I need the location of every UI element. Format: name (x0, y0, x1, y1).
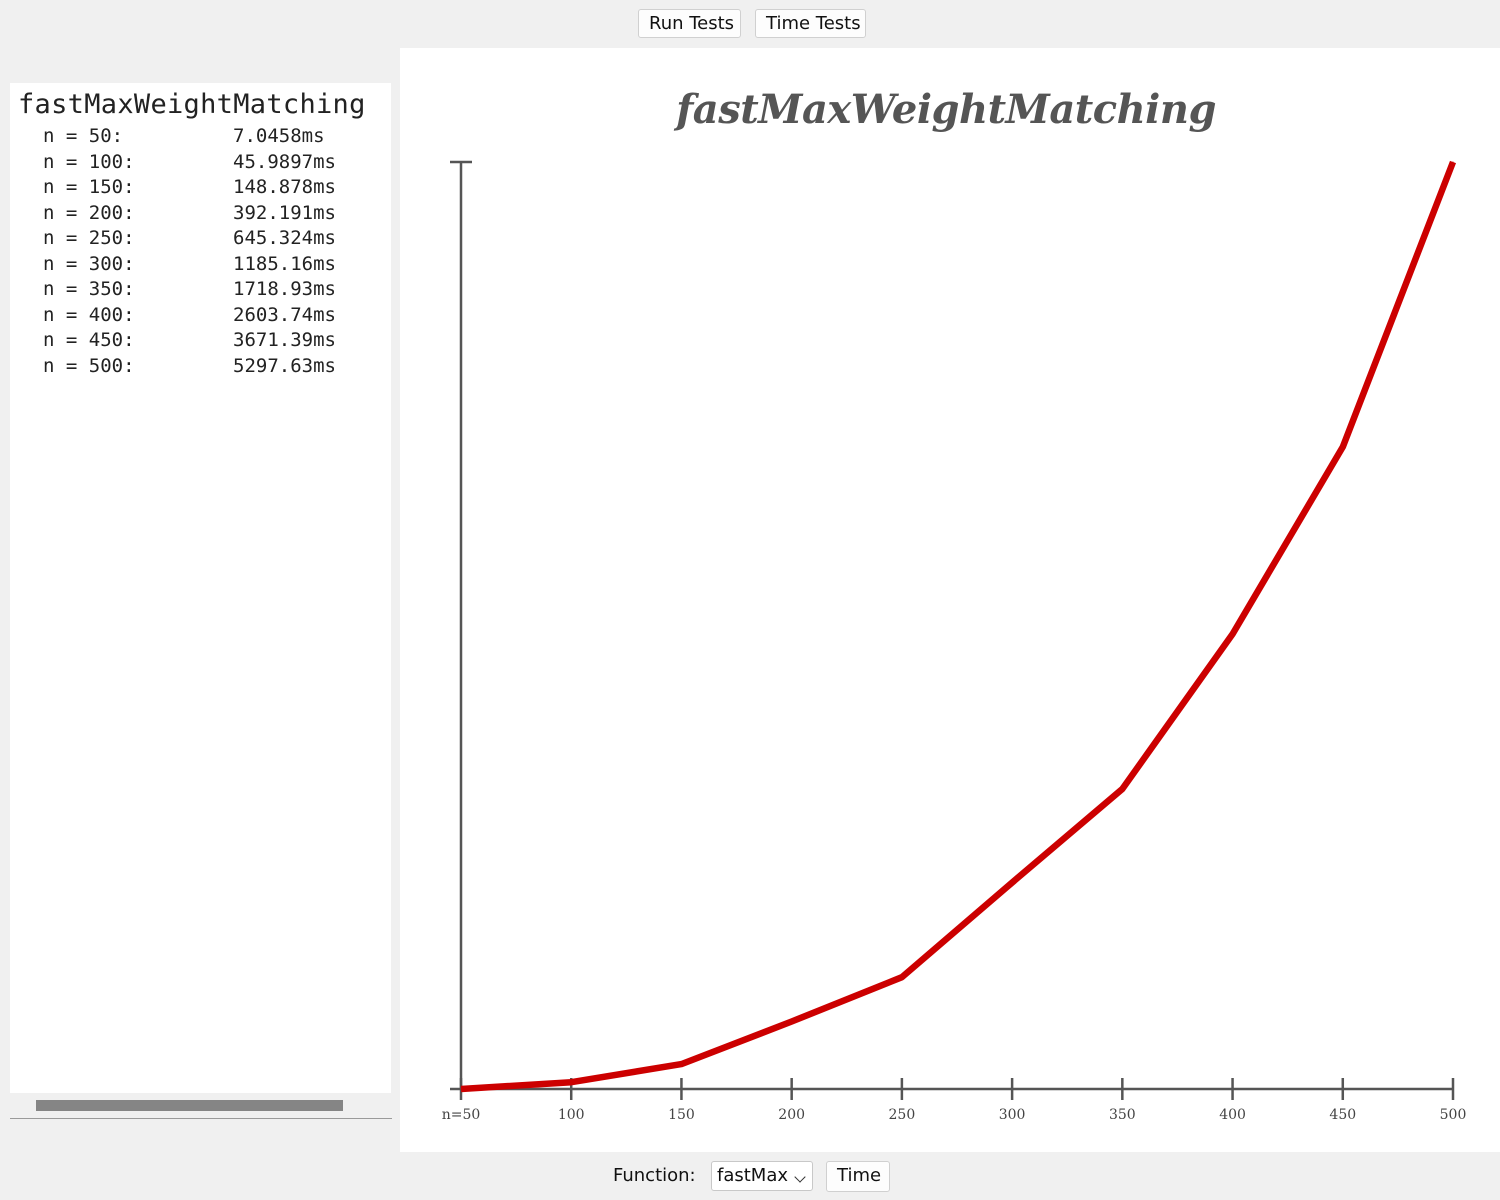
chart-title: fastMaxWeightMatching (676, 86, 1216, 133)
bottom-controls: Function: fastMax Time (0, 1160, 1500, 1194)
results-row: n = 450: 3671.39ms (43, 328, 383, 354)
x-tick-label: n=50 (442, 1107, 481, 1123)
results-title: fastMaxWeightMatching (18, 89, 366, 120)
results-time: 5297.63ms (233, 354, 336, 377)
results-time: 645.324ms (233, 227, 336, 249)
results-time: 45.9897ms (233, 150, 336, 173)
scrollbar-thumb[interactable] (36, 1100, 343, 1111)
x-tick-label: 500 (1440, 1107, 1467, 1123)
results-row: n = 300: 1185.16ms (43, 252, 383, 278)
results-n: n = 150: (43, 176, 135, 198)
chart-panel: n=50 100 150 200 250 300 350 400 450 500 fastMaxW… (400, 48, 1500, 1152)
results-n: n = 500: (43, 354, 135, 377)
results-time: 148.878ms (233, 176, 336, 198)
data-point (680, 1063, 682, 1065)
results-n: n = 350: (43, 278, 135, 300)
results-n: n = 450: (43, 329, 135, 351)
x-tick-label: 350 (1109, 1107, 1136, 1123)
x-tick-label: 100 (558, 1107, 585, 1123)
run-tests-button[interactable]: Run Tests (638, 9, 741, 38)
data-point (1232, 633, 1234, 635)
results-n: n = 250: (43, 227, 135, 249)
results-time: 392.191ms (233, 201, 336, 224)
function-select-value: fastMax (717, 1165, 789, 1186)
results-n: n = 400: (43, 303, 135, 326)
results-row: n = 400: 2603.74ms (43, 303, 383, 329)
results-n: n = 200: (43, 201, 135, 224)
data-point (570, 1081, 572, 1083)
x-tick-label: 150 (668, 1107, 695, 1123)
data-point (1121, 788, 1123, 790)
results-row: n = 250: 645.324ms (43, 226, 383, 252)
results-n: n = 300: (43, 252, 135, 275)
top-toolbar: Run Tests Time Tests (0, 9, 1500, 41)
results-n: n = 50: (43, 125, 124, 147)
results-row: n = 150: 148.878ms (43, 175, 383, 201)
data-point (1452, 161, 1454, 163)
data-point (460, 1088, 462, 1090)
line-chart: n=50 100 150 200 250 300 350 400 450 500 (442, 160, 1467, 1123)
results-panel: fastMaxWeightMatching n = 50: 7.0458ms n … (10, 83, 391, 1093)
function-label: Function: (613, 1165, 696, 1186)
series-line (460, 160, 1457, 1093)
horizontal-scrollbar[interactable] (10, 1094, 392, 1119)
time-button[interactable]: Time (826, 1161, 890, 1192)
x-tick-label: 450 (1329, 1107, 1356, 1123)
time-tests-button[interactable]: Time Tests (755, 9, 866, 38)
function-select[interactable]: fastMax (711, 1161, 813, 1191)
results-time: 3671.39ms (233, 329, 336, 351)
results-row: n = 200: 392.191ms (43, 201, 383, 227)
results-time: 2603.74ms (233, 303, 336, 326)
chevron-down-icon (794, 1171, 806, 1183)
data-point (791, 1021, 793, 1023)
x-tick-label: 400 (1219, 1107, 1246, 1123)
x-tick-label: 300 (999, 1107, 1026, 1123)
results-row: n = 350: 1718.93ms (43, 277, 383, 303)
results-row: n = 100: 45.9897ms (43, 150, 383, 176)
results-time: 1185.16ms (233, 252, 336, 275)
data-point (1342, 446, 1344, 448)
results-n: n = 100: (43, 150, 135, 173)
results-row: n = 50: 7.0458ms (43, 124, 383, 150)
results-row: n = 500: 5297.63ms (43, 354, 383, 380)
results-time: 1718.93ms (233, 278, 336, 300)
data-point (1011, 882, 1013, 884)
data-point (901, 976, 903, 978)
results-list: n = 50: 7.0458ms n = 100: 45.9897ms n = 15… (43, 124, 383, 379)
x-tick-label: 200 (778, 1107, 805, 1123)
x-tick-label: 250 (889, 1107, 916, 1123)
results-time: 7.0458ms (233, 125, 325, 147)
